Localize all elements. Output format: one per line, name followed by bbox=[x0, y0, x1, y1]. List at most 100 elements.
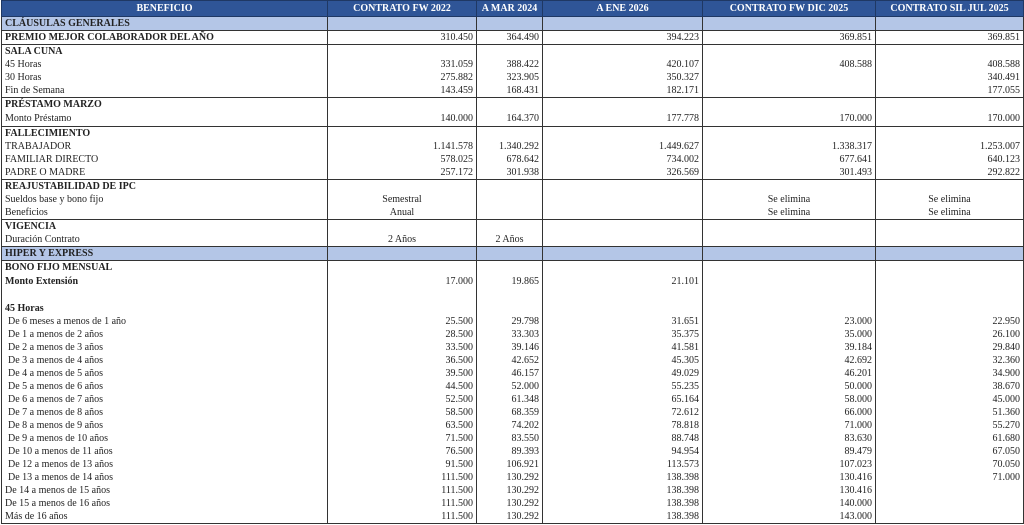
row-label: De 7 a menos de 8 años bbox=[1, 406, 328, 419]
cell-contrato-fw-2022: 111.500 bbox=[327, 484, 477, 497]
table-row: De 12 a menos de 13 años 91.500 106.921 113… bbox=[1, 458, 1024, 471]
column-header-contrato-fw-dic-2025: CONTRATO FW DIC 2025 bbox=[702, 0, 876, 17]
cell-a-ene-2026 bbox=[542, 97, 703, 111]
cell-a-mar-2024 bbox=[476, 289, 543, 302]
column-header-a-ene-2026: A ENE 2026 bbox=[542, 0, 703, 17]
cell-a-mar-2024: 89.393 bbox=[476, 445, 543, 458]
section-header-row: CLÁUSULAS GENERALES bbox=[1, 16, 1024, 31]
cell-contrato-fw-dic-2025 bbox=[702, 289, 876, 302]
column-header-beneficio: BENEFICIO bbox=[1, 0, 328, 17]
cell-contrato-fw-2022: 111.500 bbox=[327, 510, 477, 524]
cell-contrato-fw-2022: 143.459 bbox=[327, 84, 477, 98]
cell-a-ene-2026: 78.818 bbox=[542, 419, 703, 432]
cell-contrato-fw-2022 bbox=[327, 126, 477, 140]
cell-contrato-sil-jul-2025 bbox=[875, 260, 1024, 274]
cell-contrato-fw-2022: 91.500 bbox=[327, 458, 477, 471]
cell-a-ene-2026: 55.235 bbox=[542, 380, 703, 393]
cell-contrato-sil-jul-2025 bbox=[875, 44, 1024, 58]
cell-contrato-fw-dic-2025: 301.493 bbox=[702, 166, 876, 180]
cell-contrato-sil-jul-2025: 369.851 bbox=[875, 30, 1024, 45]
cell-a-mar-2024: 68.359 bbox=[476, 406, 543, 419]
table-row: De 5 a menos de 6 años 44.500 52.000 55.235… bbox=[1, 380, 1024, 393]
cell-a-mar-2024: 130.292 bbox=[476, 484, 543, 497]
cell-contrato-fw-dic-2025 bbox=[702, 233, 876, 247]
table-row: Monto Préstamo 140.000 164.370 177.778 170.0… bbox=[1, 111, 1024, 127]
cell-contrato-fw-dic-2025: 1.338.317 bbox=[702, 140, 876, 153]
cell-contrato-fw-dic-2025 bbox=[702, 16, 876, 31]
cell-contrato-sil-jul-2025: 51.360 bbox=[875, 406, 1024, 419]
row-label: 30 Horas bbox=[1, 71, 328, 84]
cell-a-ene-2026: 41.581 bbox=[542, 341, 703, 354]
cell-a-mar-2024: 130.292 bbox=[476, 471, 543, 484]
cell-a-mar-2024: 83.550 bbox=[476, 432, 543, 445]
cell-contrato-sil-jul-2025: 55.270 bbox=[875, 419, 1024, 432]
cell-a-mar-2024 bbox=[476, 206, 543, 220]
cell-contrato-sil-jul-2025 bbox=[875, 497, 1024, 510]
cell-contrato-sil-jul-2025: 292.822 bbox=[875, 166, 1024, 180]
row-label: FALLECIMIENTO bbox=[1, 126, 328, 140]
row-label: De 13 a menos de 14 años bbox=[1, 471, 328, 484]
cell-a-mar-2024: 168.431 bbox=[476, 84, 543, 98]
cell-a-ene-2026: 182.171 bbox=[542, 84, 703, 98]
cell-contrato-sil-jul-2025: 29.840 bbox=[875, 341, 1024, 354]
cell-contrato-sil-jul-2025: 640.123 bbox=[875, 153, 1024, 166]
cell-contrato-fw-dic-2025: 42.692 bbox=[702, 354, 876, 367]
cell-a-mar-2024: 74.202 bbox=[476, 419, 543, 432]
cell-contrato-sil-jul-2025: Se elimina bbox=[875, 206, 1024, 220]
cell-contrato-fw-dic-2025: 140.000 bbox=[702, 497, 876, 510]
cell-contrato-fw-2022: 33.500 bbox=[327, 341, 477, 354]
cell-contrato-sil-jul-2025: 1.253.007 bbox=[875, 140, 1024, 153]
cell-a-ene-2026: 65.164 bbox=[542, 393, 703, 406]
cell-a-ene-2026: 177.778 bbox=[542, 111, 703, 127]
cell-contrato-fw-dic-2025 bbox=[702, 302, 876, 315]
cell-contrato-fw-dic-2025 bbox=[702, 126, 876, 140]
cell-contrato-fw-dic-2025 bbox=[702, 44, 876, 58]
cell-contrato-fw-2022: 275.882 bbox=[327, 71, 477, 84]
table-row: FAMILIAR DIRECTO 578.025 678.642 734.002 677… bbox=[1, 153, 1024, 166]
cell-contrato-sil-jul-2025: 70.050 bbox=[875, 458, 1024, 471]
cell-a-mar-2024 bbox=[476, 97, 543, 111]
cell-contrato-fw-dic-2025: 83.630 bbox=[702, 432, 876, 445]
cell-a-ene-2026: 88.748 bbox=[542, 432, 703, 445]
cell-a-ene-2026: 35.375 bbox=[542, 328, 703, 341]
cell-a-mar-2024 bbox=[476, 179, 543, 193]
cell-contrato-sil-jul-2025 bbox=[875, 246, 1024, 261]
table-row: Sueldos base y bono fijo Semestral Se elim… bbox=[1, 193, 1024, 206]
cell-contrato-sil-jul-2025: 170.000 bbox=[875, 111, 1024, 127]
cell-a-ene-2026 bbox=[542, 289, 703, 302]
row-label: BONO FIJO MENSUAL bbox=[1, 260, 328, 274]
group-title-row: PRÉSTAMO MARZO bbox=[1, 97, 1024, 111]
header-row: BENEFICIO CONTRATO FW 2022 A MAR 2024 A ENE… bbox=[1, 0, 1024, 17]
row-label: PREMIO MEJOR COLABORADOR DEL AÑO bbox=[1, 30, 328, 45]
table-row: 45 Horas 331.059 388.422 420.107 408.588 408.… bbox=[1, 58, 1024, 71]
cell-a-mar-2024 bbox=[476, 219, 543, 233]
table-row: PADRE O MADRE 257.172 301.938 326.569 301.49… bbox=[1, 166, 1024, 180]
row-label: CLÁUSULAS GENERALES bbox=[1, 16, 328, 31]
cell-contrato-sil-jul-2025: 177.055 bbox=[875, 84, 1024, 98]
group-title-row: PREMIO MEJOR COLABORADOR DEL AÑO 310.450 3… bbox=[1, 30, 1024, 45]
cell-a-mar-2024 bbox=[476, 193, 543, 206]
cell-contrato-fw-2022 bbox=[327, 16, 477, 31]
table-row: De 13 a menos de 14 años 111.500 130.292 13… bbox=[1, 471, 1024, 484]
cell-a-mar-2024: 678.642 bbox=[476, 153, 543, 166]
cell-a-ene-2026: 45.305 bbox=[542, 354, 703, 367]
cell-contrato-fw-2022 bbox=[327, 44, 477, 58]
table-row: De 8 a menos de 9 años 63.500 74.202 78.818… bbox=[1, 419, 1024, 432]
cell-contrato-fw-dic-2025: Se elimina bbox=[702, 206, 876, 220]
table-row: De 14 a menos de 15 años 111.500 130.292 13… bbox=[1, 484, 1024, 497]
row-label: De 6 meses a menos de 1 año bbox=[1, 315, 328, 328]
cell-contrato-sil-jul-2025: Se elimina bbox=[875, 193, 1024, 206]
cell-contrato-fw-dic-2025: Se elimina bbox=[702, 193, 876, 206]
cell-a-ene-2026: 94.954 bbox=[542, 445, 703, 458]
table-row: Beneficios Anual Se elimina Se elimina bbox=[1, 206, 1024, 220]
cell-a-mar-2024 bbox=[476, 302, 543, 315]
table-body: CLÁUSULAS GENERALES PREMIO MEJOR COLABORA… bbox=[1, 16, 1024, 524]
row-label: De 4 a menos de 5 años bbox=[1, 367, 328, 380]
cell-a-ene-2026: 1.449.627 bbox=[542, 140, 703, 153]
cell-a-ene-2026: 113.573 bbox=[542, 458, 703, 471]
cell-a-ene-2026: 72.612 bbox=[542, 406, 703, 419]
cell-contrato-fw-2022: Anual bbox=[327, 206, 477, 220]
row-label: De 5 a menos de 6 años bbox=[1, 380, 328, 393]
cell-contrato-fw-dic-2025: 130.416 bbox=[702, 484, 876, 497]
cell-a-mar-2024: 164.370 bbox=[476, 111, 543, 127]
